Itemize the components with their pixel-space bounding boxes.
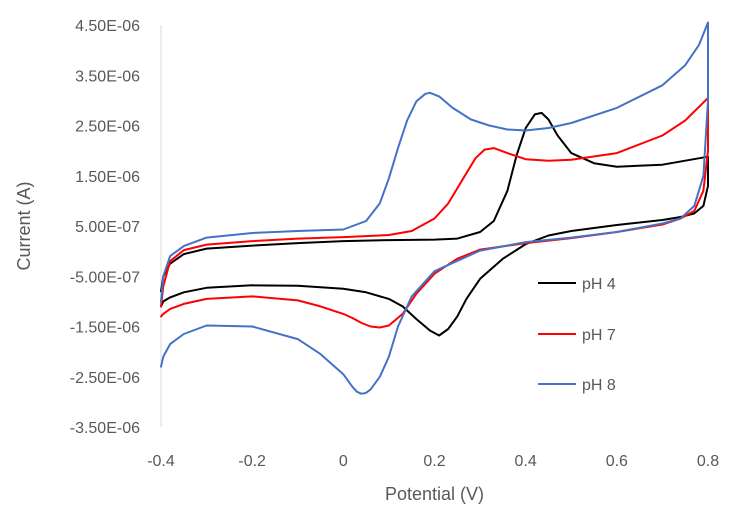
y-tick-label: -2.50E-06 [70,370,140,387]
x-tick-label: -0.2 [238,453,266,470]
x-axis-ticks: -0.4 -0.2 0 0.2 0.4 0.6 0.8 [147,453,719,470]
y-tick-label: 4.50E-06 [75,18,140,35]
x-tick-label: -0.4 [147,453,175,470]
x-axis-title: Potential (V) [385,484,484,504]
x-tick-label: 0.4 [515,453,537,470]
x-tick-label: 0 [339,453,348,470]
x-tick-label: 0.8 [697,453,719,470]
x-tick-label: 0.2 [423,453,445,470]
series-line-ph-4 [160,111,709,337]
y-tick-label: 2.50E-06 [75,119,140,136]
y-tick-label: -5.00E-07 [70,269,140,286]
y-axis-title: Current (A) [14,181,34,270]
y-axis-ticks: -3.50E-06 -2.50E-06 -1.50E-06 -5.00E-07 5.00… [70,18,140,437]
legend-label: pH 8 [582,377,616,394]
y-tick-label: 1.50E-06 [75,169,140,186]
x-tick-label: 0.6 [606,453,628,470]
y-tick-label: -3.50E-06 [70,420,140,437]
legend: pH 4 pH 7 pH 8 [538,276,616,394]
y-tick-label: 5.00E-07 [75,219,140,236]
series-group [160,21,709,395]
y-tick-label: 3.50E-06 [75,68,140,85]
series-line-ph-8 [160,21,709,395]
legend-label: pH 7 [582,327,616,344]
y-tick-label: -1.50E-06 [70,320,140,337]
legend-label: pH 4 [582,276,616,293]
series-line-ph-7 [160,96,709,329]
